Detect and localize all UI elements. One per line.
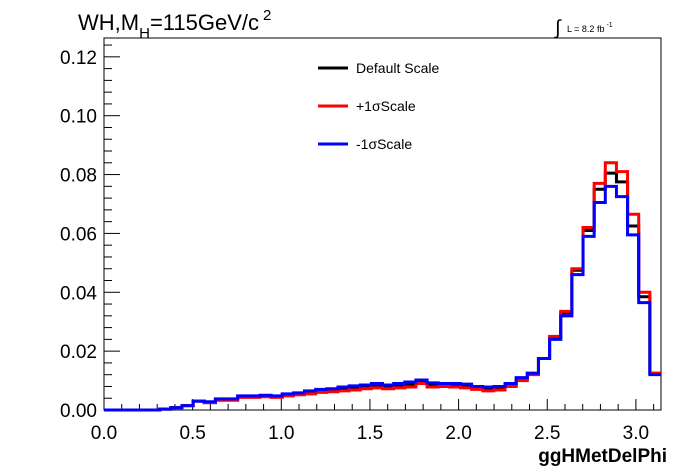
y-tick-label: 0.06 (60, 224, 97, 245)
y-tick-label: 0.08 (60, 166, 97, 187)
x-tick-label: 1.5 (357, 423, 383, 444)
plot-title: WH,MH=115GeV/c 2 (78, 7, 271, 42)
x-tick-label: 1.0 (268, 423, 294, 444)
y-tick-label: 0.00 (60, 401, 97, 422)
series-2 (104, 161, 661, 412)
legend-entry: +1σScale (318, 98, 416, 114)
title-subscript: H (139, 25, 150, 42)
legend-label: +1σScale (356, 98, 416, 114)
x-tick-label: 3.0 (623, 423, 649, 444)
x-tick-labels: 0.0 0.5 1.0 1.5 2.0 2.5 3.0 (91, 423, 649, 444)
legend-label: -1σScale (356, 136, 412, 152)
x-tick-label: 2.0 (445, 423, 471, 444)
legend: Default Scale +1σScale -1σScale (318, 60, 439, 152)
series-line (104, 184, 661, 412)
series-3 (104, 184, 661, 412)
y-tick-labels: 0.00 0.02 0.04 0.06 0.08 0.10 0.12 (60, 48, 97, 422)
x-tick-label: 0.0 (91, 423, 117, 444)
plot-frame (103, 37, 662, 411)
y-tick-label: 0.10 (60, 107, 97, 128)
title-rest: =115GeV/c (150, 10, 259, 35)
legend-entry: Default Scale (318, 60, 439, 76)
y-tick-label: 0.02 (60, 342, 97, 363)
legend-label: Default Scale (356, 60, 439, 76)
x-tick-label: 0.5 (179, 423, 205, 444)
y-tick-label: 0.12 (60, 48, 97, 69)
lumi-text: L = 8.2 fb (567, 24, 604, 34)
series-line (104, 161, 661, 412)
lumi-superscript: -1 (606, 22, 612, 29)
x-tick-label: 2.5 (534, 423, 560, 444)
lumi-label: L = 8.2 fb -1 (567, 22, 613, 34)
series-1 (104, 171, 661, 412)
series-line (104, 171, 661, 412)
title-superscript: 2 (263, 7, 271, 24)
legend-entry: -1σScale (318, 136, 412, 152)
axis-ticks (103, 44, 655, 411)
title-main: WH,M (78, 10, 139, 35)
lumi-integral-sign: ∫ (554, 17, 562, 39)
series-group (104, 161, 661, 412)
y-tick-label: 0.04 (60, 283, 97, 304)
x-axis-title: ggHMetDelPhi (538, 446, 667, 467)
